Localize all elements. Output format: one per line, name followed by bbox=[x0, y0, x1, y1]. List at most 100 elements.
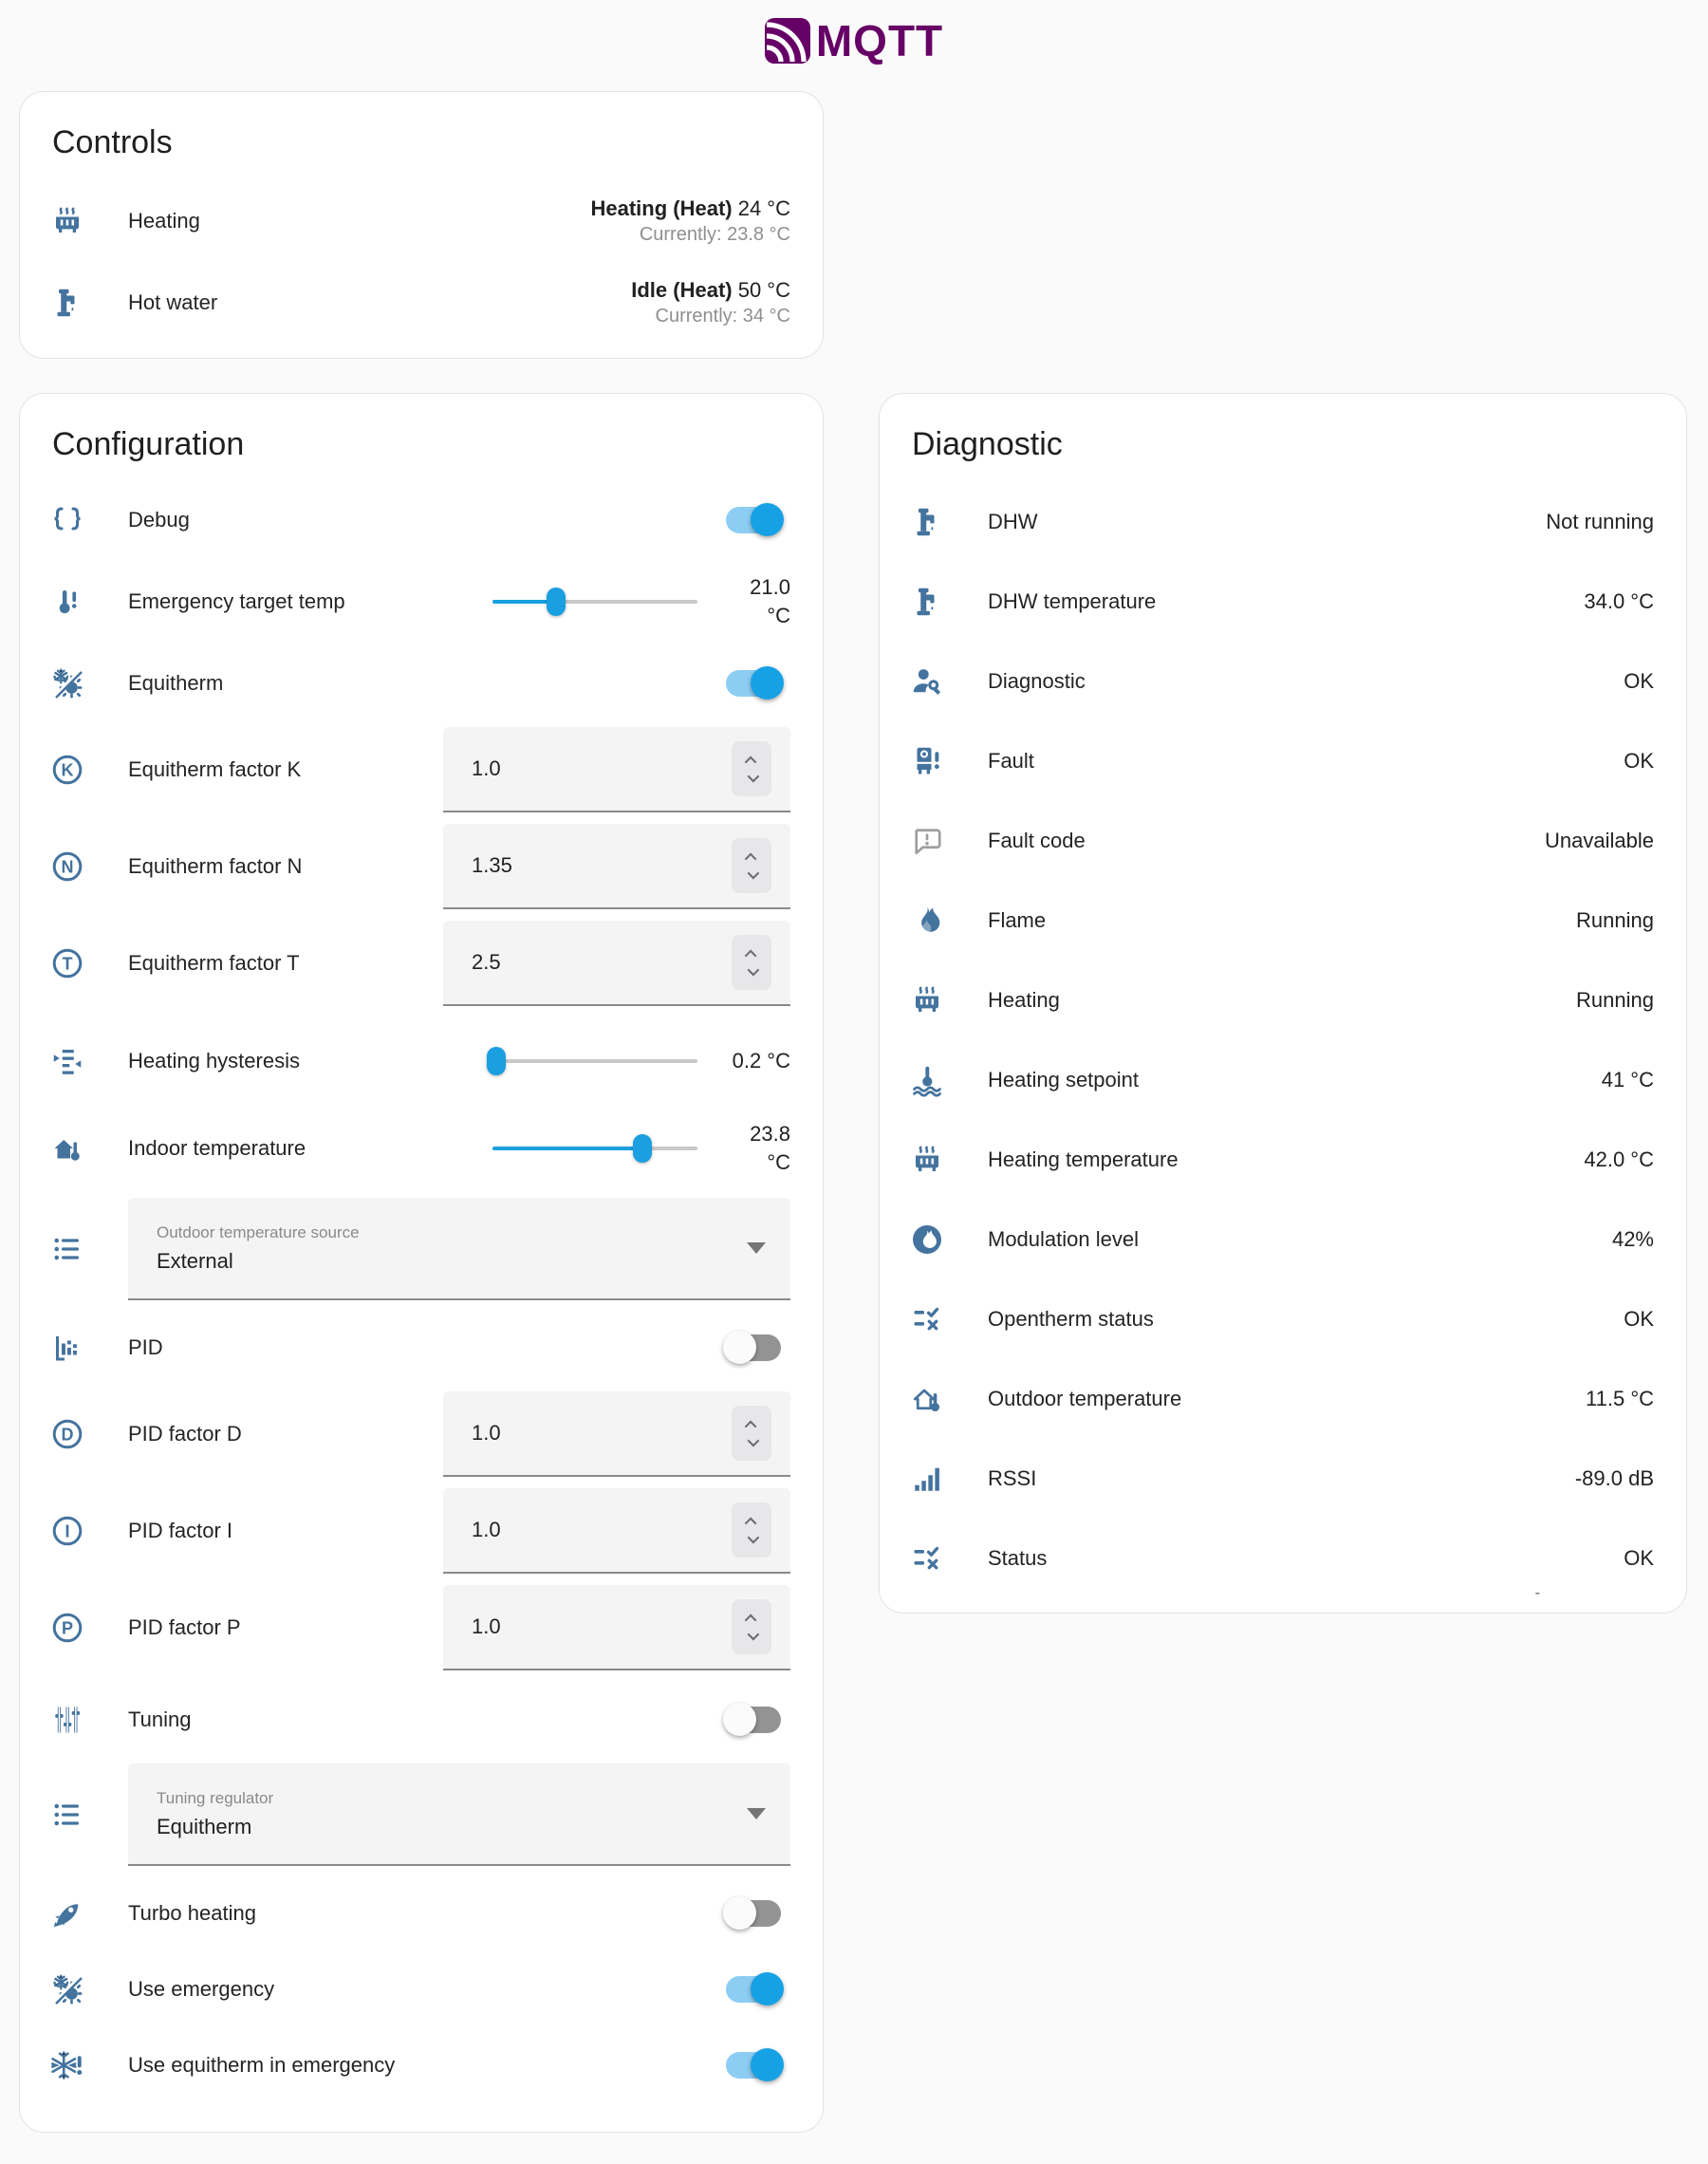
account-wrench-icon bbox=[908, 664, 946, 699]
use-emergency-toggle[interactable] bbox=[726, 1972, 784, 2005]
water-pump-icon bbox=[908, 585, 946, 619]
diagnostic-card: Diagnostic DHW Not running DHW temperatu… bbox=[879, 393, 1687, 1614]
pid-factor-i-input[interactable]: 1.0 bbox=[443, 1488, 790, 1574]
config-row-debug: Debug bbox=[48, 482, 790, 558]
equitherm-factor-n-input[interactable]: 1.35 bbox=[443, 824, 790, 909]
heating-hysteresis-slider[interactable] bbox=[487, 1047, 697, 1075]
diag-value: OK bbox=[1624, 1307, 1654, 1331]
tuning-toggle[interactable] bbox=[723, 1703, 781, 1736]
mqtt-logo: MQTT bbox=[765, 15, 943, 66]
emergency-target-temp-slider[interactable] bbox=[492, 588, 697, 616]
number-stepper[interactable] bbox=[732, 935, 771, 990]
control-row-heating[interactable]: Heating Heating (Heat) 24 °C Currently: … bbox=[48, 180, 790, 262]
tuning-regulator-select[interactable]: Tuning regulator Equitherm bbox=[128, 1763, 790, 1866]
state-target: 24 °C bbox=[732, 196, 790, 220]
alpha-k-circle-icon bbox=[48, 753, 86, 787]
rocket-icon bbox=[48, 1896, 86, 1931]
diag-row-fault[interactable]: Fault OK bbox=[908, 721, 1654, 801]
config-row-heating-hysteresis: Heating hysteresis 0.2 °C bbox=[48, 1017, 790, 1105]
diag-value: Unavailable bbox=[1545, 829, 1654, 852]
state-mode: Heating (Heat) bbox=[590, 196, 733, 220]
equitherm-factor-t-input[interactable]: 2.5 bbox=[443, 921, 790, 1006]
diag-value: OK bbox=[1624, 749, 1654, 773]
pid-toggle[interactable] bbox=[723, 1331, 781, 1364]
controls-card: Controls Heating Heating (Heat) 24 °C Cu… bbox=[19, 91, 824, 359]
diag-value: 11.5 °C bbox=[1586, 1387, 1654, 1410]
message-alert-icon bbox=[908, 824, 946, 858]
diag-value: Running bbox=[1576, 908, 1654, 932]
control-label: Hot water bbox=[128, 290, 218, 314]
state-current: Currently: 23.8 °C bbox=[639, 224, 790, 246]
diag-row-outdoor-temperature[interactable]: Outdoor temperature 11.5 °C bbox=[908, 1359, 1654, 1439]
diag-row-status[interactable]: Status OK bbox=[908, 1519, 1654, 1598]
diag-row-fault-code[interactable]: Fault code Unavailable bbox=[908, 801, 1654, 881]
control-row-hot-water[interactable]: Hot water Idle (Heat) 50 °C Currently: 3… bbox=[48, 262, 790, 344]
state-mode: Idle (Heat) bbox=[631, 277, 733, 302]
state-current: Currently: 34 °C bbox=[655, 306, 791, 327]
slider-thumb[interactable] bbox=[546, 588, 566, 616]
config-row-pid-factor-i: PID factor I 1.0 bbox=[48, 1488, 790, 1574]
diag-value: Running bbox=[1576, 988, 1654, 1012]
alpha-i-circle-icon bbox=[48, 1514, 86, 1548]
config-row-equitherm-factor-n: Equitherm factor N 1.35 bbox=[48, 824, 790, 909]
use-equitherm-in-emergency-toggle[interactable] bbox=[726, 2048, 784, 2081]
diag-row-opentherm-status[interactable]: Opentherm status OK bbox=[908, 1279, 1654, 1359]
thermometer-water-icon bbox=[908, 1063, 946, 1097]
number-stepper[interactable] bbox=[732, 1502, 771, 1558]
mqtt-logo-icon bbox=[765, 18, 810, 64]
diag-value: 34.0 °C bbox=[1584, 589, 1654, 613]
diag-row-dhw-temperature[interactable]: DHW temperature 34.0 °C bbox=[908, 562, 1654, 642]
turbo-heating-toggle[interactable] bbox=[723, 1896, 781, 1930]
diag-row-diagnostic[interactable]: Diagnostic OK bbox=[908, 642, 1654, 721]
control-label: Heating bbox=[128, 209, 200, 233]
config-row-use-equitherm-in-emergency: Use equitherm in emergency bbox=[48, 2027, 790, 2103]
diag-value: OK bbox=[1624, 669, 1654, 693]
stray-mark: - bbox=[1534, 1585, 1540, 1601]
diag-row-heating-temperature[interactable]: Heating temperature 42.0 °C bbox=[908, 1120, 1654, 1200]
diag-row-dhw[interactable]: DHW Not running bbox=[908, 482, 1654, 562]
configuration-title: Configuration bbox=[52, 426, 245, 462]
number-stepper[interactable] bbox=[732, 1406, 771, 1461]
number-stepper[interactable] bbox=[732, 838, 771, 893]
diag-row-modulation-level[interactable]: Modulation level 42% bbox=[908, 1200, 1654, 1279]
climate-state: Heating (Heat) 24 °C Currently: 23.8 °C bbox=[590, 195, 790, 249]
water-pump-icon bbox=[48, 286, 86, 320]
state-target: 50 °C bbox=[732, 277, 790, 302]
water-boiler-alert-icon bbox=[908, 744, 946, 778]
number-stepper[interactable] bbox=[732, 1599, 771, 1654]
diag-row-flame[interactable]: Flame Running bbox=[908, 881, 1654, 961]
number-stepper[interactable] bbox=[732, 741, 771, 796]
equitherm-toggle[interactable] bbox=[726, 666, 784, 700]
page-header: MQTT bbox=[0, 0, 1708, 82]
dropdown-caret-icon bbox=[747, 1808, 766, 1819]
home-thermometer-outline-icon bbox=[908, 1382, 946, 1416]
alpha-n-circle-icon bbox=[48, 849, 86, 884]
alpha-t-circle-icon bbox=[48, 946, 86, 980]
signal-icon bbox=[908, 1462, 946, 1496]
chart-histogram-icon bbox=[48, 1331, 86, 1365]
thermometer-alert-icon bbox=[48, 585, 86, 619]
radiator-icon bbox=[908, 983, 946, 1017]
diag-row-heating-setpoint[interactable]: Heating setpoint 41 °C bbox=[908, 1040, 1654, 1120]
config-row-pid-factor-p: PID factor P 1.0 bbox=[48, 1585, 790, 1670]
diag-value: 42.0 °C bbox=[1584, 1147, 1654, 1171]
config-row-equitherm: Equitherm bbox=[48, 645, 790, 721]
config-row-turbo-heating: Turbo heating bbox=[48, 1875, 790, 1951]
diag-row-rssi[interactable]: RSSI -89.0 dB bbox=[908, 1439, 1654, 1519]
list-status-icon bbox=[908, 1541, 946, 1576]
config-row-outdoor-temperature-source: Outdoor temperature source External bbox=[48, 1198, 790, 1300]
config-row-pid: PID bbox=[48, 1310, 790, 1386]
slider-thumb[interactable] bbox=[487, 1047, 507, 1075]
slider-value: 0.2 °C bbox=[732, 1049, 790, 1073]
config-row-tuning: Tuning bbox=[48, 1682, 790, 1758]
indoor-temperature-slider[interactable] bbox=[492, 1134, 697, 1163]
dropdown-caret-icon bbox=[747, 1242, 766, 1254]
hysteresis-icon bbox=[48, 1044, 86, 1078]
diag-row-heating[interactable]: Heating Running bbox=[908, 961, 1654, 1040]
outdoor-temperature-source-select[interactable]: Outdoor temperature source External bbox=[128, 1198, 790, 1300]
slider-thumb[interactable] bbox=[632, 1134, 652, 1163]
equitherm-factor-k-input[interactable]: 1.0 bbox=[443, 727, 790, 812]
pid-factor-d-input[interactable]: 1.0 bbox=[443, 1391, 790, 1477]
pid-factor-p-input[interactable]: 1.0 bbox=[443, 1585, 790, 1670]
debug-toggle[interactable] bbox=[726, 503, 784, 536]
